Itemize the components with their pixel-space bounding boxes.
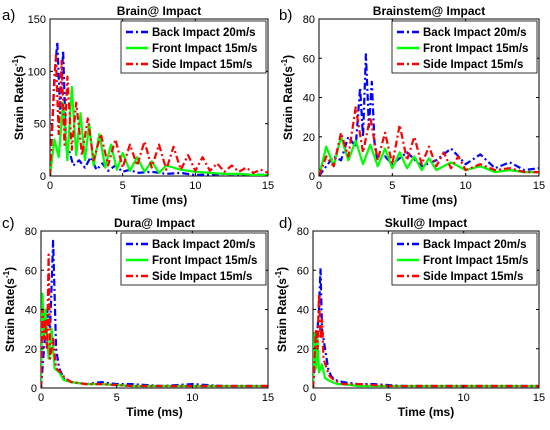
x-tick-label: 5 [385, 392, 391, 404]
y-tick-label: 80 [25, 226, 37, 238]
x-tick-label: 10 [460, 180, 472, 192]
panel-label: a) [2, 7, 15, 24]
legend: Back Impact 20m/s Front Impact 15m/s Side … [120, 20, 267, 74]
legend: Back Impact 20m/s Front Impact 15m/s Side … [391, 232, 538, 286]
y-tick-label: 80 [297, 226, 309, 238]
x-tick-label: 5 [389, 180, 395, 192]
x-tick-label: 0 [38, 392, 44, 404]
y-axis-label-end: ) [281, 55, 295, 59]
panel-title: Skull@ Impact [385, 216, 467, 230]
legend-entry-1: Back Impact 20m/s [423, 239, 527, 251]
x-tick-label: 15 [533, 392, 545, 404]
x-axis-label: Time (ms) [398, 405, 454, 419]
y-axis-label-main: Strain Rate(s [12, 66, 26, 140]
series-line-1 [313, 267, 539, 388]
y-axis-label-end: ) [12, 55, 26, 59]
panel-title: Dura@ Impact [114, 216, 195, 230]
y-tick-label: 0 [31, 383, 37, 395]
y-axis-label-sup: -1 [11, 58, 20, 66]
y-axis-label-main: Strain Rate(s [281, 66, 295, 140]
x-tick-label: 5 [120, 180, 126, 192]
panel-4: 0 5 10 15 0 20 40 60 80 Skull@ Impact d) Time (ms) S… [274, 215, 545, 419]
legend-entry-2: Front Impact 15m/s [423, 43, 528, 55]
legend-entry-1: Back Impact 20m/s [152, 239, 256, 251]
x-tick-label: 10 [189, 180, 201, 192]
legend-entry-2: Front Impact 15m/s [423, 255, 528, 267]
x-axis-label: Time (ms) [401, 193, 457, 207]
panel-label: c) [2, 215, 15, 232]
legend-entry-2: Front Impact 15m/s [152, 43, 257, 55]
legend-entry-3: Side Impact 15m/s [152, 59, 252, 71]
y-tick-label: 40 [303, 93, 315, 105]
y-tick-label: 60 [25, 265, 37, 277]
x-tick-label: 5 [114, 392, 120, 404]
series-line-3 [50, 54, 268, 176]
legend-entry-3: Side Impact 15m/s [423, 271, 523, 283]
panel-3: 0 5 10 15 0 20 40 60 80 Dura@ Impact c) Time (ms) St… [2, 215, 274, 419]
x-tick-label: 10 [186, 392, 198, 404]
panel-label: b) [279, 7, 292, 24]
y-tick-label: 100 [28, 66, 46, 78]
x-tick-label: 0 [310, 392, 316, 404]
y-axis-label-sup: -1 [2, 270, 11, 278]
y-tick-label: 0 [303, 383, 309, 395]
panel-2: 0 5 10 15 0 20 40 60 80 Brainstem@ Impact b) Time (… [279, 4, 545, 207]
x-tick-label: 15 [533, 180, 545, 192]
y-tick-label: 60 [303, 53, 315, 65]
y-axis-label: Strain Rate(s-1) [274, 267, 289, 352]
legend-entry-1: Back Impact 20m/s [152, 27, 256, 39]
legend: Back Impact 20m/s Front Impact 15m/s Side … [391, 20, 538, 74]
y-tick-label: 150 [28, 14, 46, 26]
y-axis-label: Strain Rate(s-1) [2, 267, 17, 352]
panel-label: d) [279, 215, 292, 232]
legend: Back Impact 20m/s Front Impact 15m/s Side … [120, 232, 267, 286]
legend-entry-2: Front Impact 15m/s [152, 255, 257, 267]
legend-entry-3: Side Impact 15m/s [423, 59, 523, 71]
y-tick-label: 20 [297, 344, 309, 356]
x-tick-label: 0 [316, 180, 322, 192]
y-tick-label: 60 [297, 265, 309, 277]
x-tick-label: 15 [262, 392, 274, 404]
legend-entry-3: Side Impact 15m/s [152, 271, 252, 283]
panel-title: Brainstem@ Impact [373, 4, 485, 18]
y-tick-label: 40 [297, 305, 309, 317]
y-tick-label: 20 [303, 132, 315, 144]
y-tick-label: 80 [303, 14, 315, 26]
x-axis-label: Time (ms) [131, 193, 187, 207]
series-line-2 [319, 135, 539, 176]
y-axis-label: Strain Rate(s-1) [11, 55, 26, 140]
y-axis-label-end: ) [3, 267, 17, 271]
series-line-3 [313, 292, 539, 388]
y-axis-label-main: Strain Rate(s [3, 278, 17, 352]
x-tick-label: 0 [47, 180, 53, 192]
x-tick-label: 10 [458, 392, 470, 404]
series-line-1 [319, 53, 539, 176]
y-tick-label: 40 [25, 305, 37, 317]
y-axis-label-end: ) [275, 267, 289, 271]
y-tick-label: 0 [309, 171, 315, 183]
series-line-3 [41, 253, 268, 388]
panel-title: Brain@ Impact [117, 4, 201, 18]
series-line-2 [50, 85, 268, 176]
y-axis-label-main: Strain Rate(s [275, 278, 289, 352]
x-tick-label: 15 [262, 180, 274, 192]
y-tick-label: 50 [34, 119, 46, 131]
legend-entry-1: Back Impact 20m/s [423, 27, 527, 39]
y-axis-label: Strain Rate(s-1) [280, 55, 295, 140]
x-axis-label: Time (ms) [126, 405, 182, 419]
y-axis-label-sup: -1 [280, 58, 289, 66]
y-tick-label: 20 [25, 344, 37, 356]
series-line-3 [319, 106, 539, 176]
y-axis-label-sup: -1 [274, 270, 283, 278]
y-tick-label: 0 [40, 171, 46, 183]
